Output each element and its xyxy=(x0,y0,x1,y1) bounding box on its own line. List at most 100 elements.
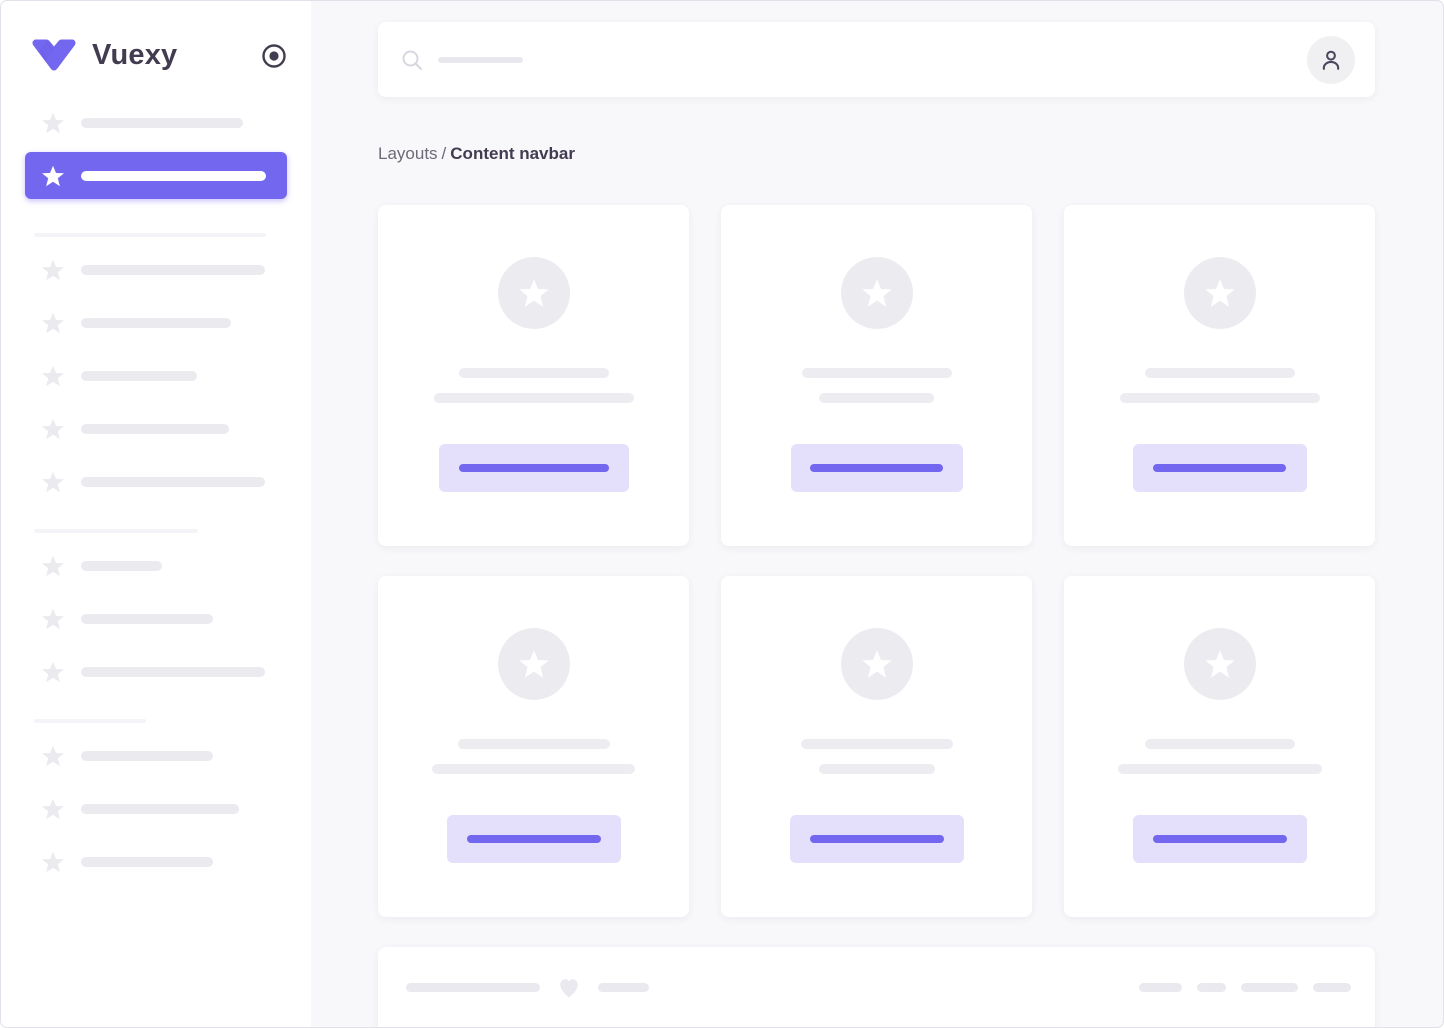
button-label-placeholder xyxy=(458,464,609,472)
content-card xyxy=(378,576,689,917)
star-icon xyxy=(41,417,65,441)
user-avatar[interactable] xyxy=(1307,35,1355,84)
sidebar-menu-item[interactable] xyxy=(25,152,287,199)
sidebar-menu-item[interactable] xyxy=(25,469,287,495)
sidebar-menu xyxy=(1,110,311,875)
breadcrumb-section[interactable]: Layouts xyxy=(378,144,438,163)
breadcrumb-current: Content navbar xyxy=(450,144,575,163)
sidebar: Vuexy xyxy=(1,1,311,1027)
sidebar-menu-item[interactable] xyxy=(25,110,287,136)
record-circle-icon xyxy=(262,43,286,68)
brand-name: Vuexy xyxy=(92,39,178,71)
card-title-placeholder xyxy=(1144,739,1295,749)
card-title-placeholder xyxy=(801,368,952,378)
star-icon xyxy=(41,364,65,388)
button-label-placeholder xyxy=(1153,464,1286,472)
content-card xyxy=(378,205,689,546)
star-icon xyxy=(518,279,549,307)
footer-text-placeholder xyxy=(1197,982,1226,992)
menu-item-label-placeholder xyxy=(81,561,162,571)
footer-text-placeholder xyxy=(1139,982,1182,992)
sidebar-menu-item[interactable] xyxy=(25,363,287,389)
card-subtitle-placeholder xyxy=(1119,393,1320,403)
menu-item-label-placeholder xyxy=(81,118,243,128)
content-card xyxy=(721,205,1032,546)
menu-section-divider xyxy=(34,719,146,723)
footer-text-placeholder xyxy=(406,982,540,992)
card-action-button[interactable] xyxy=(438,444,629,492)
card-image-placeholder xyxy=(1183,257,1256,329)
menu-item-label-placeholder xyxy=(81,804,239,814)
sidebar-menu-item[interactable] xyxy=(25,310,287,336)
sidebar-menu-item[interactable] xyxy=(25,659,287,685)
main-content: Layouts / Content navbar xyxy=(311,1,1443,1027)
card-action-button[interactable] xyxy=(446,815,621,863)
star-icon xyxy=(1204,279,1235,307)
star-icon xyxy=(41,164,65,188)
sidebar-menu-item[interactable] xyxy=(25,553,287,579)
star-icon xyxy=(518,650,549,678)
button-label-placeholder xyxy=(1152,835,1287,843)
sidebar-menu-item[interactable] xyxy=(25,606,287,632)
content-card xyxy=(721,576,1032,917)
star-icon xyxy=(41,554,65,578)
card-subtitle-placeholder xyxy=(432,764,635,774)
card-title-placeholder xyxy=(800,739,953,749)
sidebar-menu-item[interactable] xyxy=(25,796,287,822)
card-subtitle-placeholder xyxy=(1117,764,1322,774)
card-action-button[interactable] xyxy=(1132,815,1307,863)
footer-text-placeholder xyxy=(1241,982,1298,992)
card-title-placeholder xyxy=(458,368,609,378)
sidebar-menu-item[interactable] xyxy=(25,257,287,283)
vuexy-logo-icon xyxy=(31,39,77,72)
breadcrumb-separator: / xyxy=(441,144,447,163)
star-icon xyxy=(41,850,65,874)
card-image-placeholder xyxy=(497,257,570,329)
top-navbar xyxy=(378,22,1375,97)
menu-section-divider xyxy=(34,529,198,533)
card-image-placeholder xyxy=(1183,628,1256,700)
search-input[interactable] xyxy=(401,49,1307,71)
heart-icon xyxy=(555,973,583,1001)
footer-text-placeholder xyxy=(598,982,649,992)
star-icon xyxy=(861,279,892,307)
content-card xyxy=(1064,576,1375,917)
brand: Vuexy xyxy=(1,1,311,72)
button-label-placeholder xyxy=(466,835,601,843)
star-icon xyxy=(861,650,892,678)
star-icon xyxy=(41,607,65,631)
footer-right-group xyxy=(1139,973,1351,1001)
cards-grid xyxy=(378,205,1375,917)
card-action-button[interactable] xyxy=(790,444,963,492)
menu-item-label-placeholder xyxy=(81,477,265,487)
card-image-placeholder xyxy=(840,628,913,700)
search-placeholder-bar xyxy=(438,56,523,63)
sidebar-menu-item[interactable] xyxy=(25,743,287,769)
card-title-placeholder xyxy=(457,739,610,749)
menu-item-label-placeholder xyxy=(81,265,265,275)
search-icon xyxy=(401,49,423,71)
star-icon xyxy=(1204,650,1235,678)
card-image-placeholder xyxy=(497,628,570,700)
footer-text-placeholder xyxy=(1313,982,1351,992)
sidebar-menu-item[interactable] xyxy=(25,416,287,442)
sidebar-menu-item[interactable] xyxy=(25,849,287,875)
star-icon xyxy=(41,470,65,494)
breadcrumb: Layouts / Content navbar xyxy=(378,144,1375,164)
card-action-button[interactable] xyxy=(789,815,964,863)
button-label-placeholder xyxy=(810,464,943,472)
menu-item-label-placeholder xyxy=(81,614,213,624)
star-icon xyxy=(41,797,65,821)
footer xyxy=(378,947,1375,1027)
card-action-button[interactable] xyxy=(1132,444,1307,492)
star-icon xyxy=(41,311,65,335)
star-icon xyxy=(41,258,65,282)
card-title-placeholder xyxy=(1144,368,1295,378)
star-icon xyxy=(41,660,65,684)
menu-pin-toggle[interactable] xyxy=(261,43,287,69)
menu-item-label-placeholder xyxy=(81,857,213,867)
button-label-placeholder xyxy=(809,835,944,843)
card-image-placeholder xyxy=(840,257,913,329)
menu-item-label-placeholder xyxy=(81,318,231,328)
